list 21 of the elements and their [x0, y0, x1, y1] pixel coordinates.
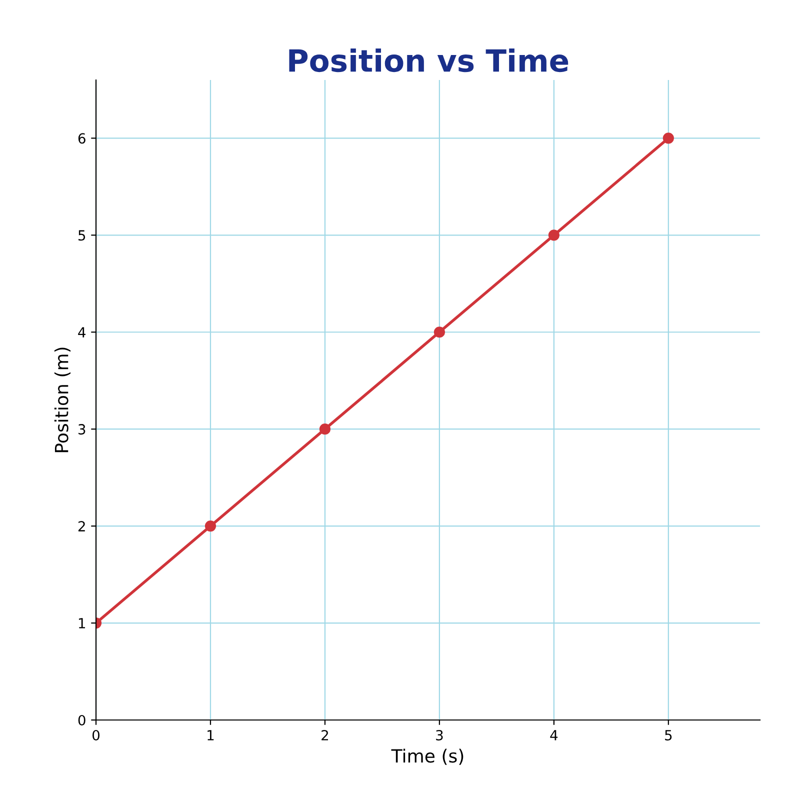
point	[662, 132, 674, 144]
y-tick-label: 4	[78, 327, 86, 338]
y-tick-label: 3	[78, 424, 86, 435]
y-tick-label: 5	[78, 230, 86, 241]
y-tick-label: 0	[78, 714, 86, 726]
point	[204, 520, 216, 532]
y-tick-label: 2	[78, 521, 85, 532]
point	[548, 230, 560, 241]
x-tick-label: 0	[92, 730, 100, 740]
point	[434, 326, 446, 338]
x-tick-label: 3	[436, 730, 443, 740]
x-tick-label: 1	[208, 730, 214, 740]
y-tick-label: 6	[78, 133, 86, 144]
x-tick-label: 5	[665, 730, 672, 740]
x-axis-title: Time (s)	[391, 748, 464, 765]
x-tick-label: 4	[550, 730, 558, 740]
x-tick-label: 2	[322, 730, 328, 740]
y-tick-label: 1	[78, 618, 85, 628]
chart-title: Position vs Time	[289, 48, 568, 72]
point	[319, 424, 331, 435]
y-axis-title: Position (m)	[54, 348, 71, 452]
